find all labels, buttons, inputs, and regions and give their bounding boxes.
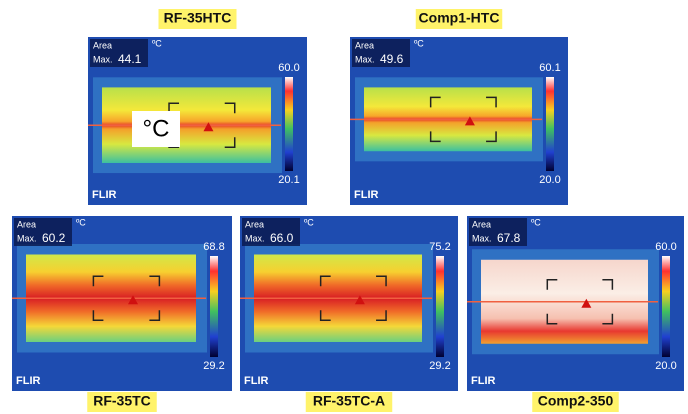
brand: FLIR (471, 375, 495, 387)
panel-label: RF-35TC (93, 393, 151, 409)
color-scale (662, 256, 670, 357)
panel-label: RF-35TC-A (313, 393, 385, 409)
scale-max: 60.0 (278, 62, 299, 74)
max-label: Max. (355, 54, 375, 64)
unit: ºC (304, 217, 314, 227)
brand: FLIR (92, 189, 116, 201)
unit: ºC (414, 38, 424, 48)
thermal-panel: Area Max. 44.1 ºC 60.0 20.1 FLIR (88, 37, 307, 205)
unit: ºC (531, 217, 541, 227)
max-label: Max. (17, 233, 37, 243)
max-value: 67.8 (497, 231, 521, 245)
area-label: Area (93, 40, 112, 50)
max-value: 44.1 (118, 52, 142, 66)
panel-label: Comp2-350 (538, 393, 614, 409)
area-label: Area (17, 219, 36, 229)
area-label: Area (355, 40, 374, 50)
area-label: Area (472, 219, 491, 229)
area-label: Area (245, 219, 264, 229)
color-scale (436, 256, 444, 357)
scale-max: 75.2 (429, 241, 450, 253)
color-scale (210, 256, 218, 357)
scale-min: 29.2 (203, 360, 224, 372)
max-value: 66.0 (270, 231, 294, 245)
max-label: Max. (472, 233, 492, 243)
max-label: Max. (93, 54, 113, 64)
thermal-panel: Area Max. 66.0 ºC 75.2 29.2 FLIR (240, 216, 458, 391)
scale-min: 20.0 (539, 174, 560, 186)
brand: FLIR (244, 375, 268, 387)
max-value: 49.6 (380, 52, 404, 66)
color-scale (285, 77, 293, 171)
brand: FLIR (354, 189, 378, 201)
panel-label: Comp1-HTC (419, 10, 500, 26)
overlay-unit: °C (143, 115, 170, 142)
scale-max: 60.1 (539, 62, 560, 74)
max-value: 60.2 (42, 231, 66, 245)
scale-max: 68.8 (203, 241, 224, 253)
scale-min: 20.1 (278, 174, 299, 186)
panel-label: RF-35HTC (164, 10, 232, 26)
thermal-panel: Area Max. 67.8 ºC 60.0 20.0 FLIR (467, 216, 684, 391)
unit: ºC (152, 38, 162, 48)
thermal-panel: Area Max. 60.2 ºC 68.8 29.2 FLIR (12, 216, 232, 391)
color-scale (546, 77, 554, 171)
scale-min: 29.2 (429, 360, 450, 372)
scale-min: 20.0 (655, 360, 676, 372)
thermal-panel: Area Max. 49.6 ºC 60.1 20.0 FLIR (350, 37, 568, 205)
scale-max: 60.0 (655, 241, 676, 253)
brand: FLIR (16, 375, 40, 387)
max-label: Max. (245, 233, 265, 243)
figure: Area Max. 44.1 ºC 60.0 20.1 FLIR RF-35HTC Area Ma… (0, 0, 688, 414)
unit: ºC (76, 217, 86, 227)
